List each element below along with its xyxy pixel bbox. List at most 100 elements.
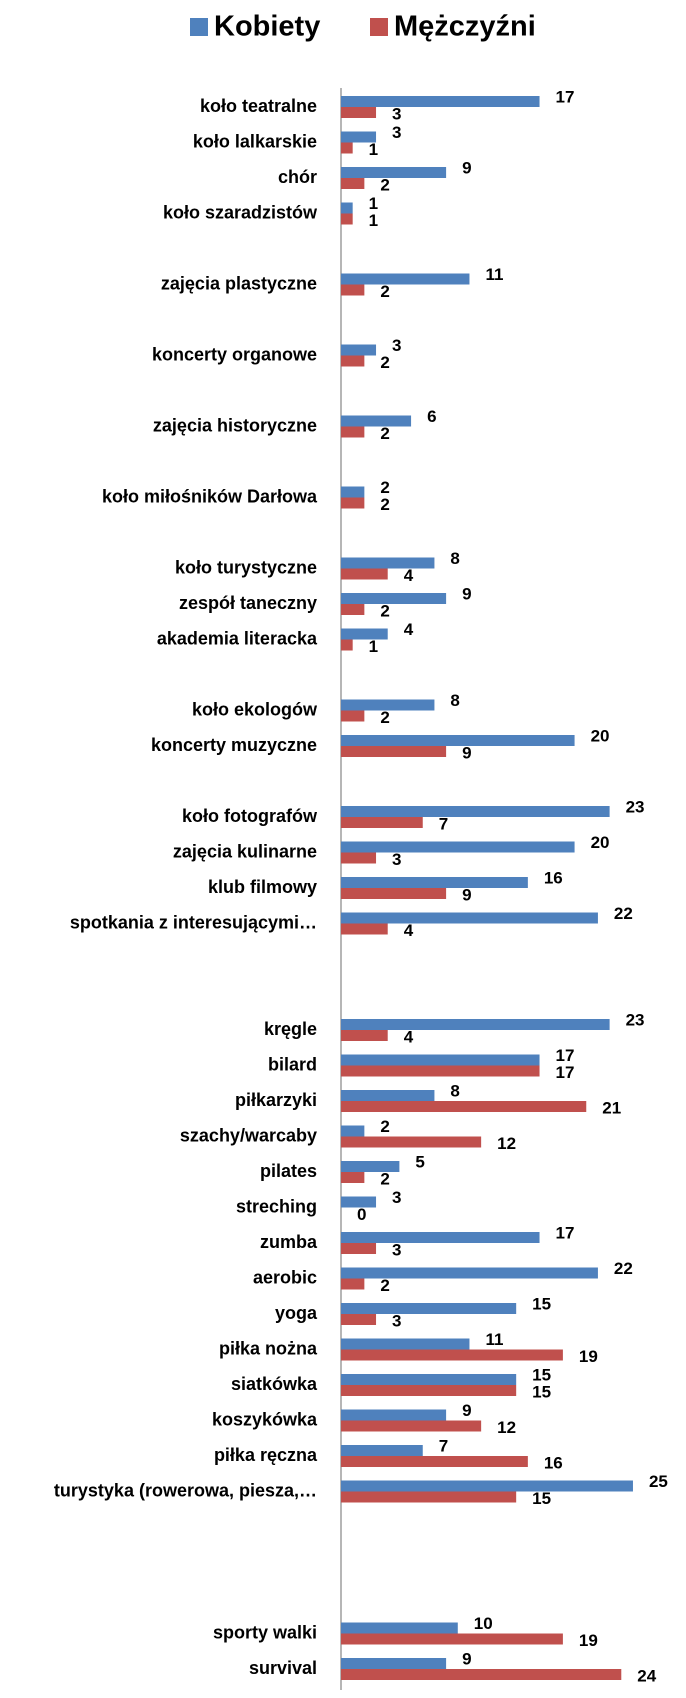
bar bbox=[341, 107, 377, 118]
legend-swatch bbox=[190, 18, 208, 36]
value-label: 3 bbox=[392, 850, 401, 869]
bar bbox=[341, 1658, 447, 1669]
value-label: 1 bbox=[369, 140, 378, 159]
category-label: koło szaradzistów bbox=[163, 202, 318, 222]
bar bbox=[341, 1622, 458, 1634]
legend-swatch bbox=[370, 18, 388, 36]
bar bbox=[341, 735, 575, 746]
value-label: 9 bbox=[462, 584, 471, 603]
value-label: 2 bbox=[380, 478, 389, 497]
value-label: 25 bbox=[649, 1472, 668, 1491]
value-label: 2 bbox=[380, 601, 389, 620]
category-label: akademia literacka bbox=[157, 628, 318, 648]
value-label: 2 bbox=[380, 1169, 389, 1188]
bar bbox=[341, 1101, 587, 1112]
bar bbox=[341, 273, 470, 285]
category-label: spotkania z interesującymi… bbox=[70, 912, 317, 932]
bar bbox=[341, 1243, 377, 1254]
value-label: 9 bbox=[462, 158, 471, 177]
value-label: 8 bbox=[450, 691, 459, 710]
bar bbox=[341, 415, 412, 427]
category-label: zumba bbox=[260, 1232, 318, 1252]
value-label: 6 bbox=[427, 407, 436, 426]
bar bbox=[341, 96, 540, 107]
category-label: yoga bbox=[275, 1303, 318, 1323]
value-label: 8 bbox=[450, 549, 459, 568]
value-label: 3 bbox=[392, 1311, 401, 1330]
category-label: aerobic bbox=[253, 1267, 317, 1287]
bar bbox=[341, 923, 388, 935]
value-label: 21 bbox=[602, 1098, 621, 1117]
bar bbox=[341, 1314, 377, 1325]
bar bbox=[341, 1196, 377, 1208]
value-label: 1 bbox=[369, 211, 378, 230]
value-label: 2 bbox=[380, 495, 389, 514]
bar bbox=[341, 1338, 470, 1350]
category-label: koło lalkarskie bbox=[193, 131, 317, 151]
bar bbox=[341, 178, 365, 189]
bar bbox=[341, 1267, 598, 1279]
value-label: 17 bbox=[556, 1223, 575, 1242]
value-label: 22 bbox=[614, 1259, 633, 1278]
category-label: koło miłośników Darłowa bbox=[102, 486, 318, 506]
bar bbox=[341, 1409, 447, 1421]
bar bbox=[341, 912, 598, 924]
value-label: 3 bbox=[392, 1188, 401, 1207]
bar bbox=[341, 817, 423, 828]
value-label: 3 bbox=[392, 336, 401, 355]
bar bbox=[341, 426, 365, 438]
category-label: koło teatralne bbox=[200, 96, 317, 116]
category-label: chór bbox=[278, 167, 317, 187]
bar bbox=[341, 131, 377, 143]
category-label: piłkarzyki bbox=[235, 1090, 317, 1110]
category-label: piłka ręczna bbox=[214, 1445, 318, 1465]
bar bbox=[341, 355, 365, 367]
value-label: 8 bbox=[450, 1081, 459, 1100]
bar bbox=[341, 557, 435, 569]
bar bbox=[341, 710, 365, 722]
value-label: 15 bbox=[532, 1382, 551, 1401]
value-label: 0 bbox=[357, 1205, 366, 1224]
value-label: 2 bbox=[380, 175, 389, 194]
bar bbox=[341, 639, 353, 651]
category-label: koło ekologów bbox=[192, 699, 318, 719]
value-label: 4 bbox=[404, 921, 414, 940]
value-label: 9 bbox=[462, 885, 471, 904]
bar bbox=[341, 1374, 517, 1385]
value-label: 7 bbox=[439, 1436, 448, 1455]
bar bbox=[341, 167, 447, 178]
value-label: 17 bbox=[556, 1063, 575, 1082]
value-label: 2 bbox=[380, 1276, 389, 1295]
bar bbox=[341, 1491, 517, 1503]
value-label: 2 bbox=[380, 1117, 389, 1136]
bar bbox=[341, 877, 528, 888]
value-label: 11 bbox=[485, 1330, 503, 1349]
value-label: 23 bbox=[626, 797, 645, 816]
category-label: koło fotografów bbox=[182, 806, 318, 826]
value-label: 4 bbox=[404, 620, 414, 639]
category-label: szachy/warcaby bbox=[180, 1125, 317, 1145]
bar bbox=[341, 1019, 610, 1030]
category-label: bilard bbox=[268, 1054, 317, 1074]
bar bbox=[341, 806, 610, 817]
value-label: 16 bbox=[544, 868, 563, 887]
value-label: 16 bbox=[544, 1453, 563, 1472]
bar bbox=[341, 486, 365, 498]
category-label: zespół taneczny bbox=[179, 593, 317, 613]
bar bbox=[341, 1090, 435, 1101]
value-label: 2 bbox=[380, 282, 389, 301]
value-label: 23 bbox=[626, 1010, 645, 1029]
category-label: kręgle bbox=[264, 1019, 317, 1039]
bar bbox=[341, 1065, 540, 1077]
bar bbox=[341, 1125, 365, 1137]
bar bbox=[341, 1136, 482, 1148]
category-label: zajęcia historyczne bbox=[153, 415, 317, 435]
bar bbox=[341, 1232, 540, 1243]
category-label: siatkówka bbox=[231, 1374, 318, 1394]
value-label: 1 bbox=[369, 637, 378, 656]
value-label: 12 bbox=[497, 1134, 516, 1153]
value-label: 10 bbox=[474, 1614, 493, 1633]
category-label: klub filmowy bbox=[208, 877, 317, 897]
category-label: koszykówka bbox=[212, 1409, 318, 1429]
